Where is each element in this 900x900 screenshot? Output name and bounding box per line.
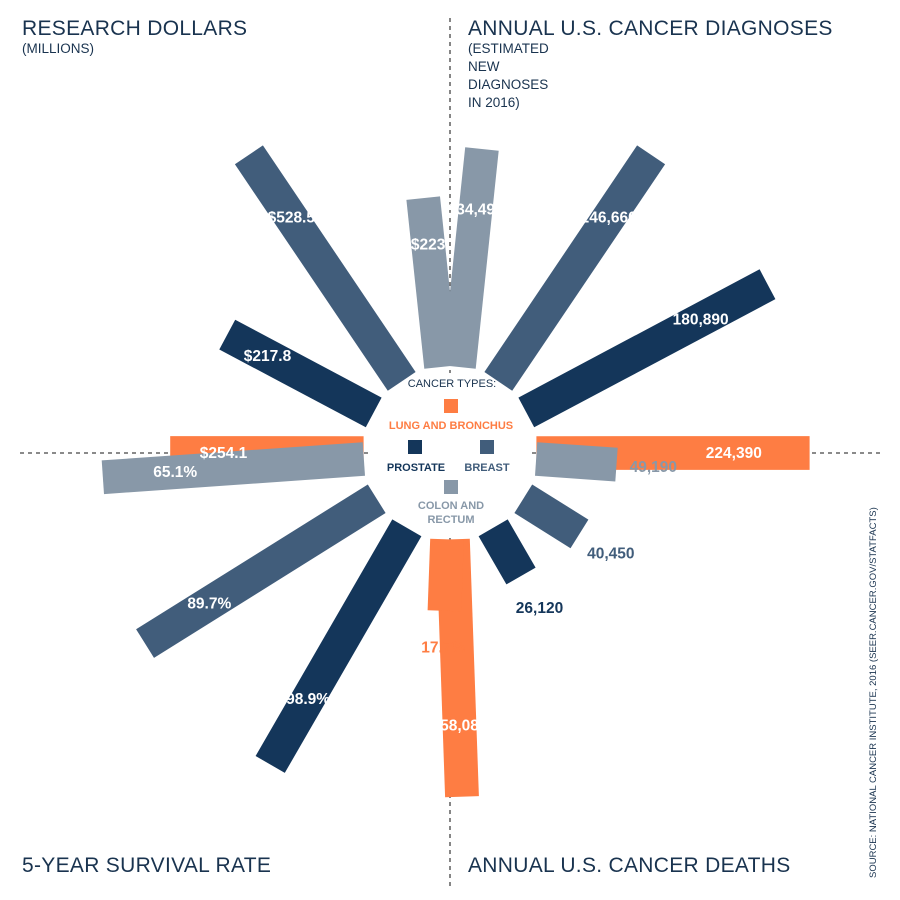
survival-bar-colon (101, 442, 365, 495)
source-note: SOURCE: NATIONAL CANCER INSTITUTE, 2016 … (868, 507, 879, 878)
research-bar-colon (406, 196, 458, 369)
legend-swatch-colon (444, 480, 458, 494)
deaths-label-lung: 158,080 (431, 717, 487, 734)
survival-label-colon: 65.1% (153, 464, 197, 481)
deaths-label-colon: 49,190 (630, 459, 677, 476)
diagnoses-label-lung: 224,390 (706, 445, 762, 462)
survival-label-breast: 89.7% (187, 595, 231, 612)
legend-circle (368, 373, 532, 537)
survival-title: 5-YEAR SURVIVAL RATE (22, 854, 271, 877)
deaths-bar-prostate (478, 519, 536, 585)
research-bar-breast (234, 145, 416, 391)
research-label-colon: $223 (411, 237, 446, 254)
research-label-lung: $254.1 (200, 445, 248, 462)
legend-label-lung: LUNG AND BRONCHUS (389, 420, 513, 432)
legend-swatch-breast (480, 440, 494, 454)
research-bar-prostate (219, 319, 382, 428)
legend-label-prostate: PROSTATE (387, 462, 445, 474)
research-label-prostate: $217.8 (244, 348, 292, 365)
diagnoses-subtitle-3: DIAGNOSES (468, 77, 548, 92)
survival-bar-prostate (255, 519, 422, 773)
deaths-label-breast: 40,450 (587, 546, 634, 563)
deaths-bar-colon (535, 442, 618, 482)
diagnoses-label-breast: 246,660 (581, 210, 637, 227)
survival-bar-breast (136, 484, 386, 658)
legend-swatch-lung (444, 399, 458, 413)
research-title: RESEARCH DOLLARS (22, 17, 247, 40)
value-label-layer: $254.1 $217.8 $528.5 $223 134,490 246,660 180,… (153, 201, 762, 734)
diagnoses-bar-breast (484, 145, 666, 391)
diagnoses-label-prostate: 180,890 (673, 312, 729, 329)
deaths-label-prostate: 26,120 (516, 600, 563, 617)
diagnoses-subtitle-1: (ESTIMATED (468, 41, 549, 56)
deaths-title: ANNUAL U.S. CANCER DEATHS (468, 854, 791, 877)
legend-label-breast: BREAST (464, 462, 510, 474)
survival-label-prostate: 98.9% (286, 691, 330, 708)
diagnoses-bar-prostate (518, 269, 776, 428)
diagnoses-bar-colon (442, 147, 499, 369)
legend-label-colon-2: RECTUM (427, 514, 474, 526)
diagnoses-label-colon: 134,490 (448, 201, 504, 218)
research-subtitle: (MILLIONS) (22, 41, 94, 56)
legend-swatch-prostate (408, 440, 422, 454)
deaths-bar-breast (514, 484, 589, 549)
diagnoses-title: ANNUAL U.S. CANCER DIAGNOSES (468, 17, 833, 40)
diagnoses-subtitle-2: NEW (468, 59, 500, 74)
research-label-breast: $528.5 (268, 210, 316, 227)
bar-layer (101, 145, 810, 798)
survival-label-lung: 17.7% (421, 640, 465, 657)
survival-bar-lung (427, 538, 464, 612)
legend-title: CANCER TYPES: (408, 378, 496, 390)
legend-label-colon-1: COLON AND (418, 500, 484, 512)
diagnoses-subtitle-4: IN 2016) (468, 95, 520, 110)
legend: CANCER TYPES: LUNG AND BRONCHUS PROSTATE… (368, 373, 532, 537)
